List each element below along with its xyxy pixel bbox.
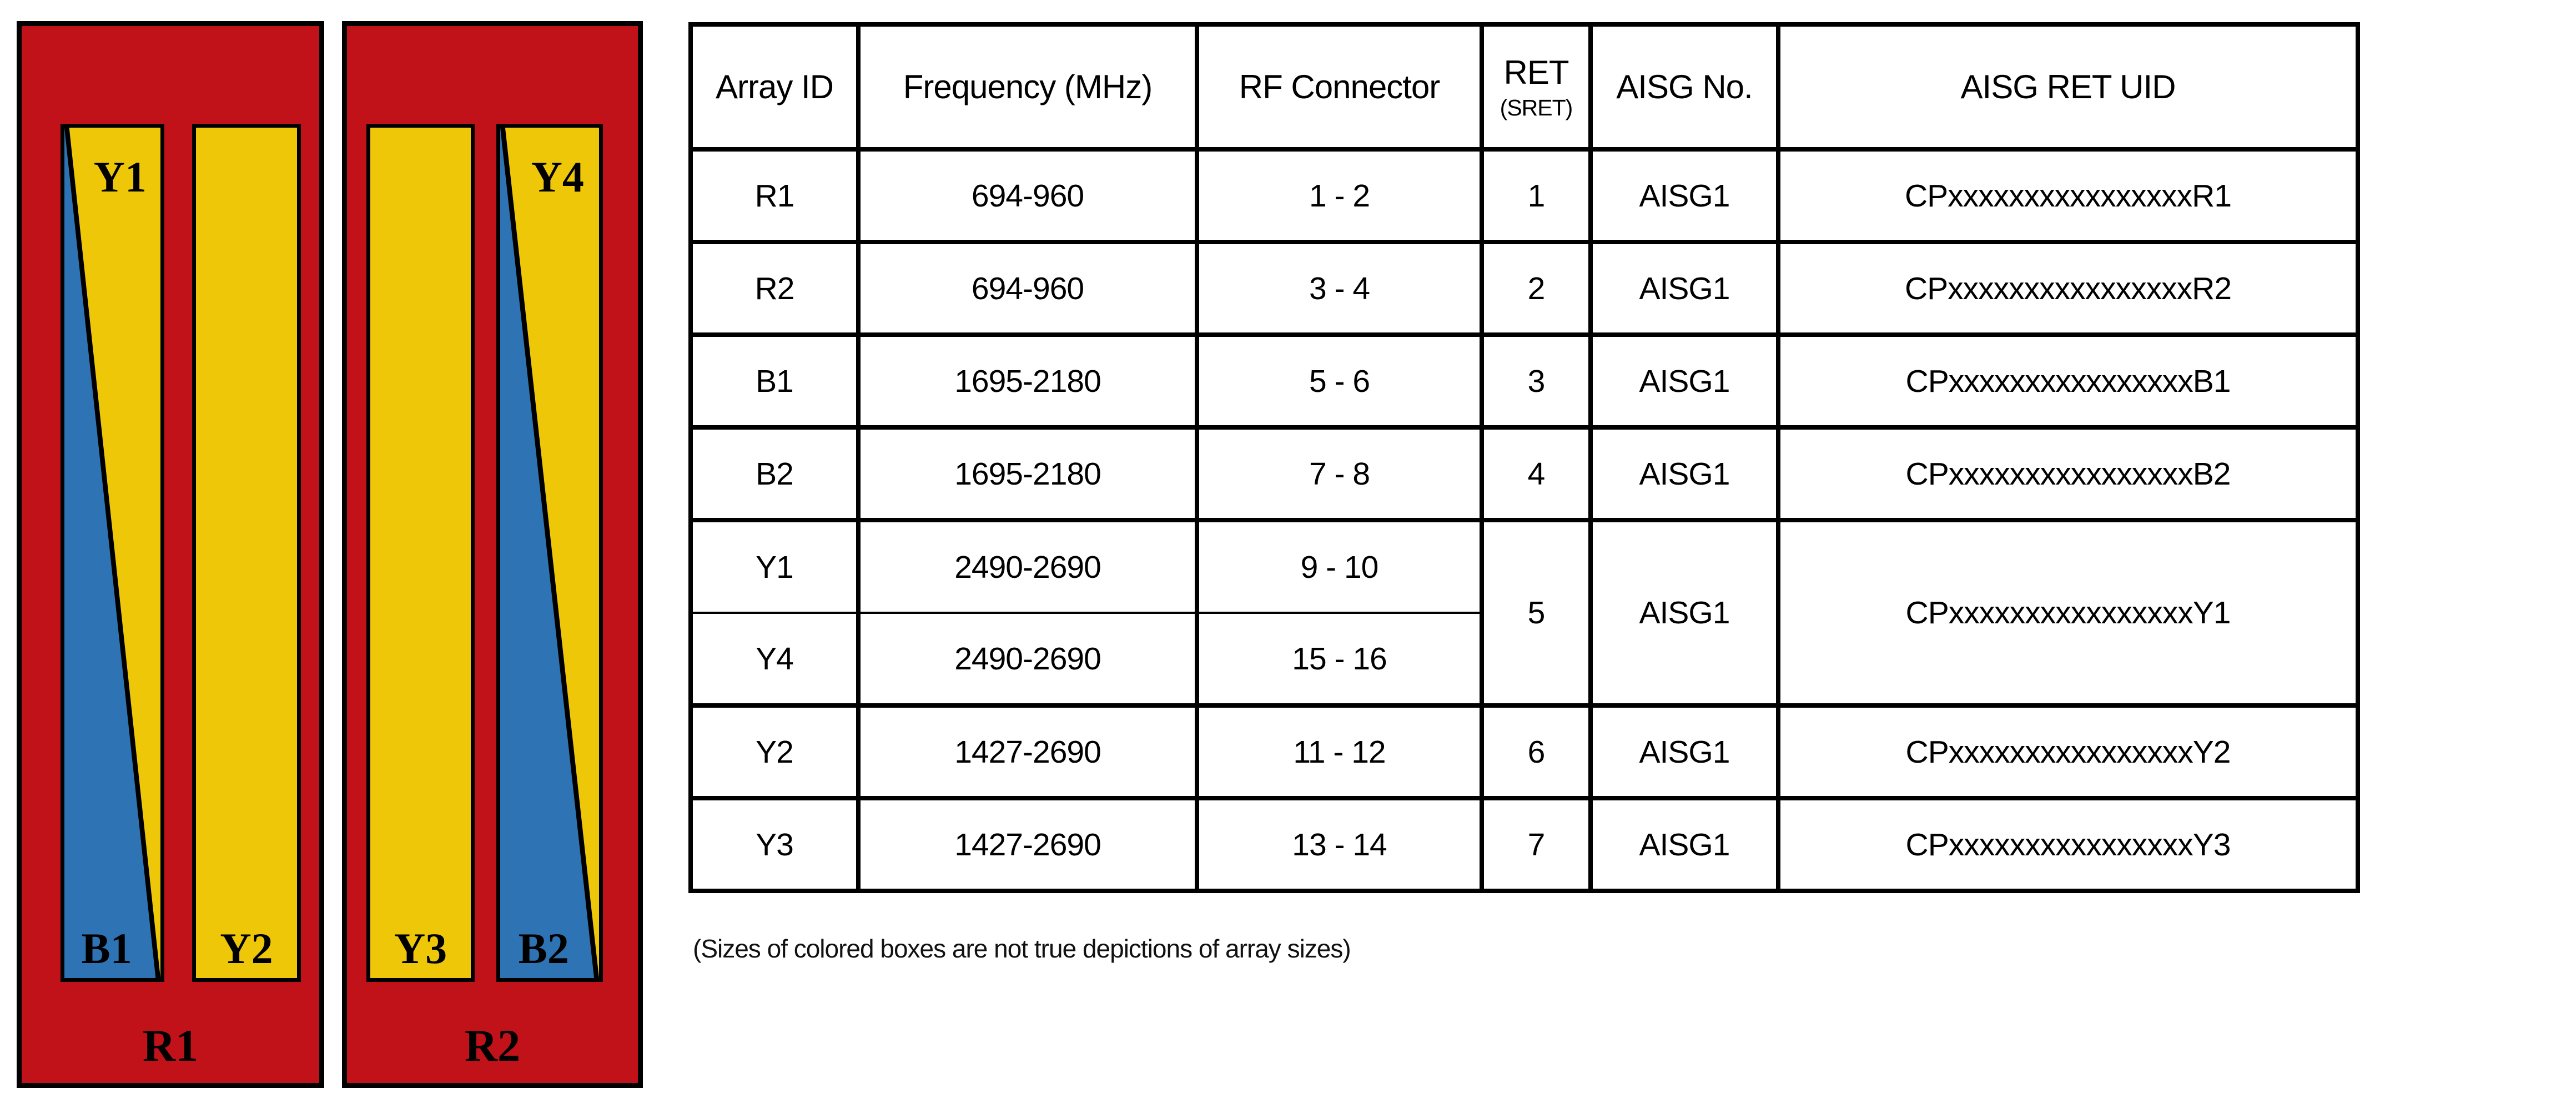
table-row-b2: B2 1695-2180 7 - 8 4 AISG1 CPxxxxxxxxxxx…	[688, 425, 2360, 522]
header-aisg-ret-uid: AISG RET UID	[1776, 22, 2360, 152]
header-frequency: Frequency (MHz)	[856, 22, 1199, 152]
cell-frequency: 2490-2690	[856, 612, 1199, 708]
cell-rf-connector: 7 - 8	[1195, 425, 1484, 522]
cell-rf-connector: 13 - 14	[1195, 796, 1484, 893]
split-array-graphic	[500, 128, 599, 978]
header-rf-connector: RF Connector	[1195, 22, 1484, 152]
array-label-b2: B2	[518, 924, 569, 972]
cell-array-id: B2	[688, 425, 861, 522]
cell-ret: 3	[1480, 332, 1593, 430]
cell-aisg-ret-uid: CPxxxxxxxxxxxxxxxxB2	[1776, 425, 2360, 522]
array-box-y3: Y3	[366, 124, 475, 982]
cell-array-id: Y4	[688, 612, 861, 708]
cell-frequency: 1695-2180	[856, 332, 1199, 430]
cell-aisg-no: AISG1	[1588, 147, 1780, 244]
header-array-id: Array ID	[688, 22, 861, 152]
cell-aisg-no: AISG1	[1588, 796, 1780, 893]
cell-rf-connector: 9 - 10	[1195, 518, 1484, 614]
array-box-y1-b1: Y1 B1	[61, 124, 164, 982]
cell-aisg-no: AISG1	[1588, 703, 1780, 800]
cell-aisg-ret-uid: CPxxxxxxxxxxxxxxxxY3	[1776, 796, 2360, 893]
cell-array-id: R2	[688, 240, 861, 337]
cell-aisg-ret-uid: CPxxxxxxxxxxxxxxxxR2	[1776, 240, 2360, 337]
diagonal-divider-line	[500, 128, 599, 978]
array-label-y3: Y3	[394, 924, 447, 972]
panel-label-r2: R2	[464, 1020, 521, 1071]
cell-ret: 2	[1480, 240, 1593, 337]
table-row-b1: B1 1695-2180 5 - 6 3 AISG1 CPxxxxxxxxxxx…	[688, 332, 2360, 430]
cell-rf-connector: 15 - 16	[1195, 612, 1484, 708]
table-row-r1: R1 694-960 1 - 2 1 AISG1 CPxxxxxxxxxxxxx…	[688, 147, 2360, 244]
cell-frequency: 1695-2180	[856, 425, 1199, 522]
cell-array-id: Y1	[688, 518, 861, 614]
antenna-panel-r2: Y3 Y4 B2 R2	[342, 21, 643, 1088]
cell-ret: 1	[1480, 147, 1593, 244]
cell-aisg-no-merged: AISG1	[1588, 518, 1780, 708]
array-box-y2: Y2	[192, 124, 301, 982]
array-label-y4: Y4	[531, 153, 584, 201]
note-text: (Sizes of colored boxes are not true dep…	[693, 934, 1351, 963]
cell-ret: 4	[1480, 425, 1593, 522]
cell-aisg-ret-uid-merged: CPxxxxxxxxxxxxxxxxY1	[1776, 518, 2360, 708]
cell-frequency: 1427-2690	[856, 703, 1199, 800]
cell-array-id: Y2	[688, 703, 861, 800]
table-row-y2: Y2 1427-2690 11 - 12 6 AISG1 CPxxxxxxxxx…	[688, 703, 2360, 800]
array-label-b1: B1	[81, 924, 132, 972]
array-label-y2: Y2	[220, 924, 273, 972]
table-row-r2: R2 694-960 3 - 4 2 AISG1 CPxxxxxxxxxxxxx…	[688, 240, 2360, 337]
cell-array-id: R1	[688, 147, 861, 244]
cell-ret: 6	[1480, 703, 1593, 800]
cell-aisg-ret-uid: CPxxxxxxxxxxxxxxxxB1	[1776, 332, 2360, 430]
header-ret: RET (SRET)	[1480, 22, 1593, 152]
table-row-y3: Y3 1427-2690 13 - 14 7 AISG1 CPxxxxxxxxx…	[688, 796, 2360, 893]
header-aisg-no: AISG No.	[1588, 22, 1780, 152]
cell-frequency: 694-960	[856, 240, 1199, 337]
cell-frequency: 2490-2690	[856, 518, 1199, 614]
cell-aisg-ret-uid: CPxxxxxxxxxxxxxxxxY2	[1776, 703, 2360, 800]
split-array-graphic	[64, 128, 160, 978]
cell-rf-connector: 5 - 6	[1195, 332, 1484, 430]
cell-ret-merged: 5	[1480, 518, 1593, 708]
cell-rf-connector: 11 - 12	[1195, 703, 1484, 800]
cell-aisg-no: AISG1	[1588, 240, 1780, 337]
table-row-y4: Y4 2490-2690 15 - 16	[688, 612, 2358, 708]
header-ret-main: RET	[1503, 53, 1569, 91]
cell-aisg-no: AISG1	[1588, 332, 1780, 430]
array-label-y1: Y1	[93, 153, 147, 201]
header-ret-sub: (SRET)	[1500, 94, 1573, 120]
cell-ret: 7	[1480, 796, 1593, 893]
cell-frequency: 1427-2690	[856, 796, 1199, 893]
table-header-row: Array ID Frequency (MHz) RF Connector RE…	[688, 22, 2360, 152]
cell-rf-connector: 1 - 2	[1195, 147, 1484, 244]
cell-aisg-ret-uid: CPxxxxxxxxxxxxxxxxR1	[1776, 147, 2360, 244]
panel-label-r1: R1	[142, 1020, 199, 1071]
table-row-y1: Y1 2490-2690 9 - 10 5 AISG1 CPxxxxxxxxxx…	[688, 518, 2360, 708]
array-config-table: Array ID Frequency (MHz) RF Connector RE…	[688, 22, 2360, 893]
array-box-y4-b2: Y4 B2	[496, 124, 603, 982]
cell-rf-connector: 3 - 4	[1195, 240, 1484, 337]
cell-array-id: B1	[688, 332, 861, 430]
antenna-panel-r1: Y1 B1 Y2 R1	[17, 21, 324, 1088]
diagonal-divider-line	[64, 128, 160, 978]
cell-aisg-no: AISG1	[1588, 425, 1780, 522]
cell-array-id: Y3	[688, 796, 861, 893]
cell-frequency: 694-960	[856, 147, 1199, 244]
